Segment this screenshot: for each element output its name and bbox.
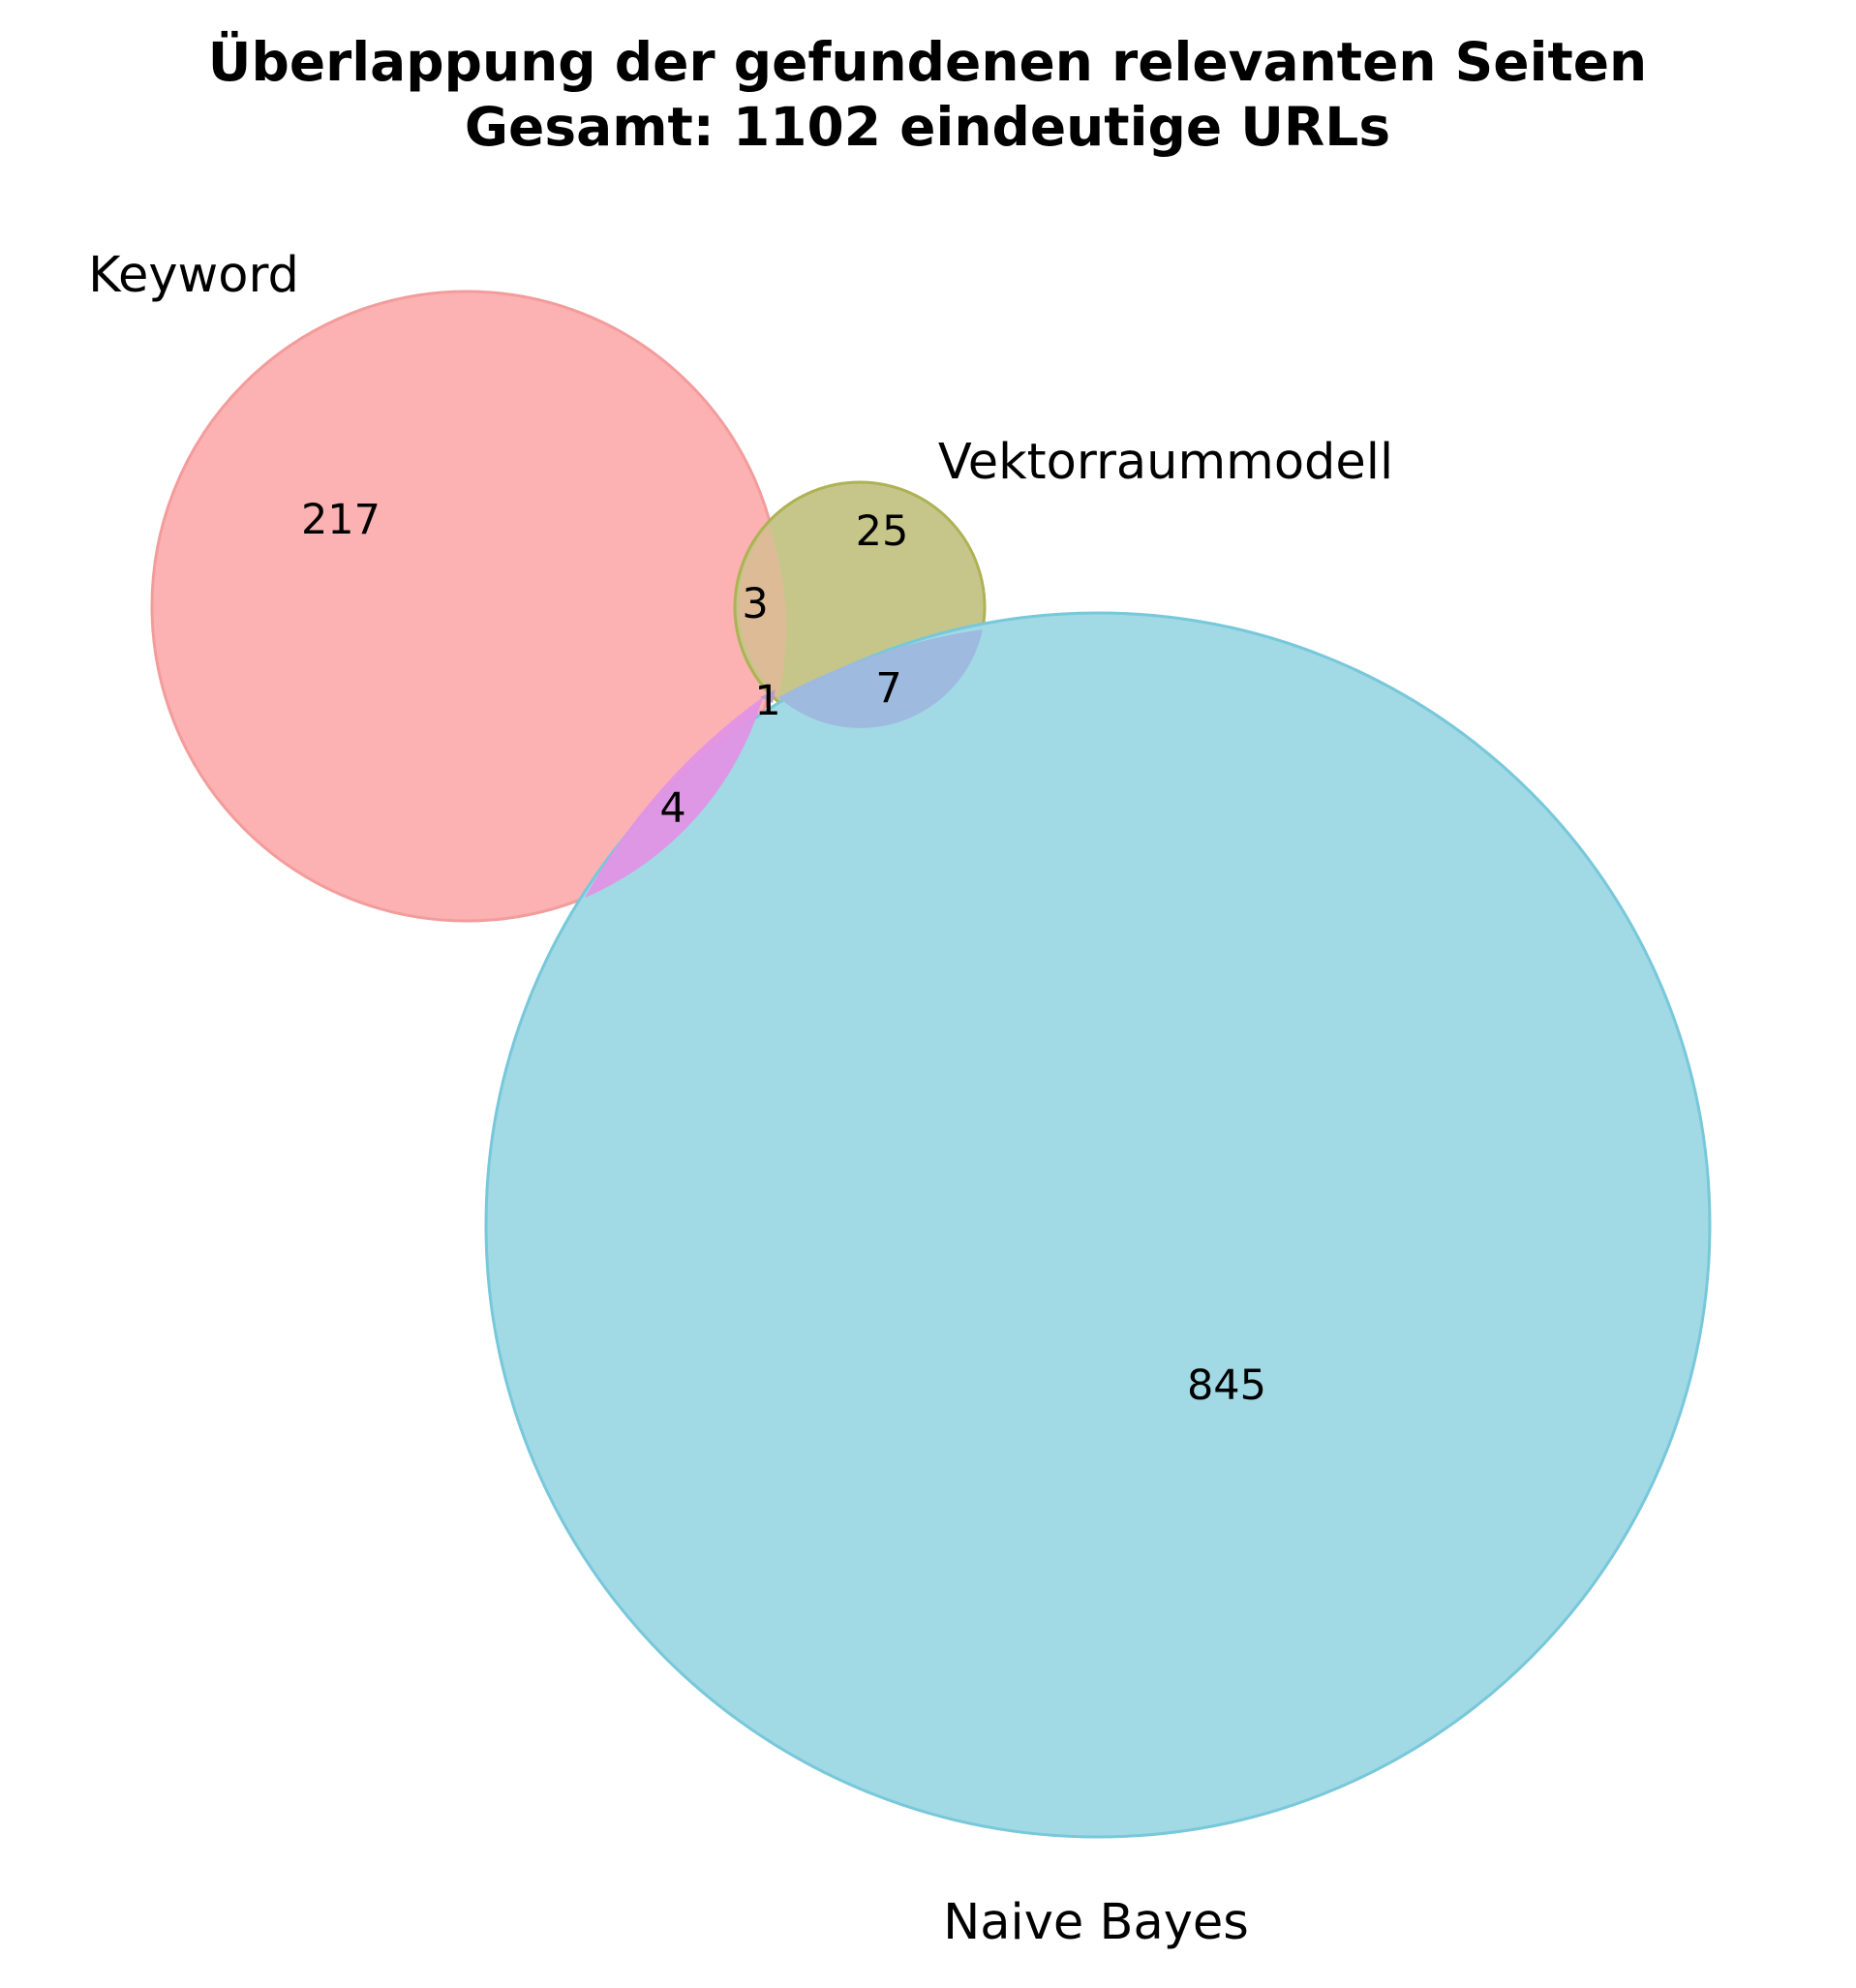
vector-bayes-count: 7 [875, 664, 901, 713]
keyword-vector-count: 3 [742, 580, 768, 628]
keyword-vector-overlap [739, 525, 786, 697]
vector-label: Vektorraummodell [938, 434, 1393, 491]
keyword-bayes-count: 4 [659, 784, 685, 833]
vector-only-count: 25 [856, 507, 909, 556]
title-line-2: Gesamt: 1102 eindeutige URLs [465, 96, 1390, 158]
keyword-label: Keyword [88, 247, 299, 304]
title-line-1: Überlappung der gefundenen relevanten Se… [208, 31, 1647, 93]
keyword-only-count: 217 [301, 496, 380, 544]
bayes-circle [484, 611, 1712, 1839]
all-three-count: 1 [754, 677, 780, 725]
all-three-overlap [760, 689, 776, 703]
keyword-bayes-overlap [585, 697, 763, 898]
bayes-only-count: 845 [1187, 1361, 1266, 1410]
bayes-label: Naive Bayes [943, 1894, 1249, 1951]
vector-bayes-overlap [778, 629, 983, 728]
